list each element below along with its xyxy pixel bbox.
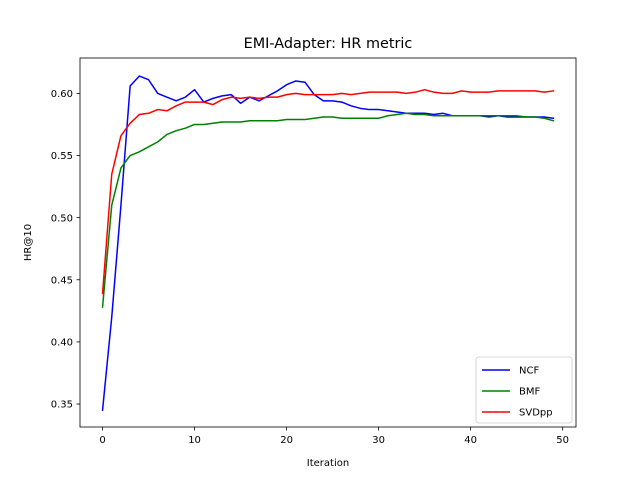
plot-area-frame [79,57,577,428]
chart-title: EMI-Adapter: HR metric [244,36,413,52]
x-tick-label: 40 [464,435,477,446]
legend: NCF BMF SVDpp [475,356,573,424]
legend-label-svdpp: SVDpp [519,408,553,419]
y-tick-label: 0.45 [51,275,73,286]
x-tick-label: 20 [280,435,293,446]
x-tick-label: 0 [99,435,105,446]
x-axis-label: Iteration [307,458,349,469]
y-tick-label: 0.40 [51,337,73,348]
x-tick-label: 10 [188,435,201,446]
legend-label-ncf: NCF [519,366,539,377]
legend-label-bmf: BMF [519,387,540,398]
x-tick-label: 30 [372,435,385,446]
series-line-bmf [101,112,555,308]
y-tick-label: 0.50 [51,213,73,224]
x-axis: 0 10 20 30 40 50 [99,427,569,446]
series-layer [101,75,555,412]
x-tick-label: 50 [556,435,569,446]
series-line-svdpp [101,88,555,295]
y-tick-label: 0.35 [51,400,73,411]
y-tick-label: 0.55 [51,151,73,162]
y-axis-label: HR@10 [23,224,34,261]
legend-box [475,356,573,424]
y-tick-label: 0.60 [51,89,73,100]
y-axis: 0.35 0.40 0.45 0.50 0.55 0.60 [51,89,80,411]
